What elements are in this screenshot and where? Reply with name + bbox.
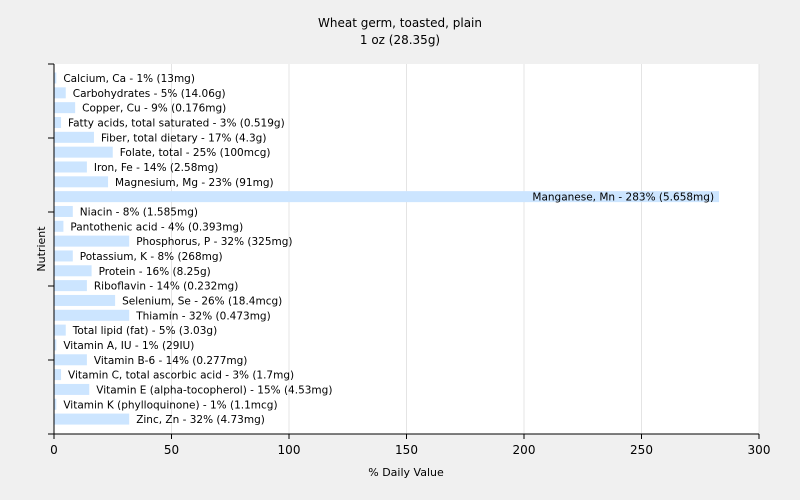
bar-label: Magnesium, Mg - 23% (91mg) — [115, 177, 274, 189]
bar-label: Zinc, Zn - 32% (4.73mg) — [136, 414, 265, 426]
bar — [54, 161, 87, 173]
bar — [54, 413, 130, 425]
bar — [54, 294, 116, 306]
bar — [54, 280, 87, 292]
x-tick-label: 100 — [278, 443, 301, 457]
chart-title: Wheat germ, toasted, plain — [318, 16, 482, 30]
bar-label: Potassium, K - 8% (268mg) — [80, 251, 223, 263]
bar — [54, 369, 62, 381]
bar-label: Thiamin - 32% (0.473mg) — [135, 310, 271, 322]
x-tick-label: 150 — [395, 443, 418, 457]
x-tick-label: 50 — [164, 443, 179, 457]
bar — [54, 176, 109, 188]
bar-label: Riboflavin - 14% (0.232mg) — [94, 281, 238, 293]
bar-label: Iron, Fe - 14% (2.58mg) — [94, 162, 218, 174]
x-tick-label: 300 — [748, 443, 771, 457]
bar-label: Vitamin C, total ascorbic acid - 3% (1.7… — [68, 370, 294, 382]
bar-label: Pantothenic acid - 4% (0.393mg) — [70, 221, 243, 233]
bars — [54, 72, 720, 425]
chart-subtitle: 1 oz (28.35g) — [360, 33, 440, 47]
bar-label: Fiber, total dietary - 17% (4.3g) — [101, 132, 266, 144]
x-axis-title: % Daily Value — [368, 466, 444, 479]
bar-label: Phosphorus, P - 32% (325mg) — [136, 236, 292, 248]
x-tick-label: 0 — [50, 443, 58, 457]
bar — [54, 250, 73, 262]
bar — [54, 191, 720, 203]
x-tick-label: 250 — [630, 443, 653, 457]
bar — [54, 383, 90, 395]
bar — [54, 309, 130, 321]
grid-lines — [171, 64, 760, 434]
bar — [54, 131, 94, 143]
bar — [54, 205, 73, 217]
bar-label: Vitamin K (phylloquinone) - 1% (1.1mcg) — [63, 399, 277, 411]
bar-label: Fatty acids, total saturated - 3% (0.519… — [68, 117, 285, 129]
bar-label: Selenium, Se - 26% (18.4mcg) — [122, 295, 282, 307]
bar — [54, 265, 92, 277]
bar-label: Calcium, Ca - 1% (13mg) — [63, 73, 195, 85]
x-tick-label: 200 — [513, 443, 536, 457]
bar — [54, 324, 66, 336]
bar-label: Total lipid (fat) - 5% (3.03g) — [72, 325, 217, 337]
bar-label: Vitamin B-6 - 14% (0.277mg) — [94, 355, 248, 367]
bar — [54, 102, 76, 114]
y-ticks — [48, 63, 54, 435]
bar — [54, 220, 64, 232]
x-ticks: 0 50 100 150 200 250 300 — [50, 434, 770, 457]
bar-label: Niacin - 8% (1.585mg) — [80, 206, 198, 218]
bar-label: Manganese, Mn - 283% (5.658mg) — [532, 192, 714, 204]
y-axis-title: Nutrient — [35, 226, 48, 272]
bar — [54, 87, 66, 99]
bar-label: Carbohydrates - 5% (14.06g) — [73, 88, 226, 100]
bar — [54, 398, 57, 410]
bar — [54, 72, 57, 84]
bar-label: Copper, Cu - 9% (0.176mg) — [82, 103, 226, 115]
bar — [54, 339, 57, 351]
bar — [54, 116, 62, 128]
bar-label: Folate, total - 25% (100mcg) — [120, 147, 271, 159]
bar — [54, 354, 87, 366]
bar-labels: Calcium, Ca - 1% (13mg) Carbohydrates - 5… — [63, 73, 714, 426]
bar-label: Vitamin E (alpha-tocopherol) - 15% (4.53… — [96, 384, 332, 396]
bar — [54, 146, 113, 158]
bar-label: Protein - 16% (8.25g) — [99, 266, 211, 278]
bar — [54, 235, 130, 247]
bar-label: Vitamin A, IU - 1% (29IU) — [63, 340, 194, 352]
